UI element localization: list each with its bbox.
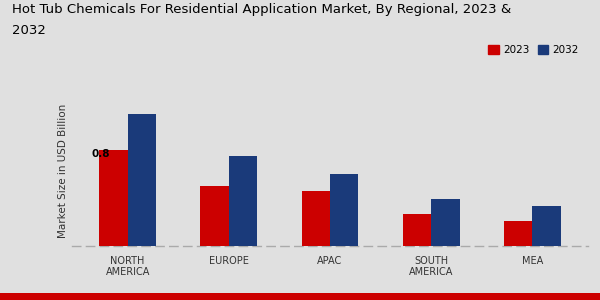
Bar [100,150,128,246]
Bar [302,191,330,246]
Bar [128,114,156,246]
Text: 2032: 2032 [12,24,46,37]
Bar [330,174,358,246]
Y-axis label: Market Size in USD Billion: Market Size in USD Billion [58,104,68,238]
Bar [431,199,460,246]
Bar [200,186,229,246]
Text: Hot Tub Chemicals For Residential Application Market, By Regional, 2023 &: Hot Tub Chemicals For Residential Applic… [12,3,511,16]
Bar [403,214,431,246]
Legend: 2023, 2032: 2023, 2032 [484,41,583,59]
Bar [532,206,560,246]
Bar [229,156,257,246]
Text: 0.8: 0.8 [91,149,110,159]
Bar [504,221,532,246]
